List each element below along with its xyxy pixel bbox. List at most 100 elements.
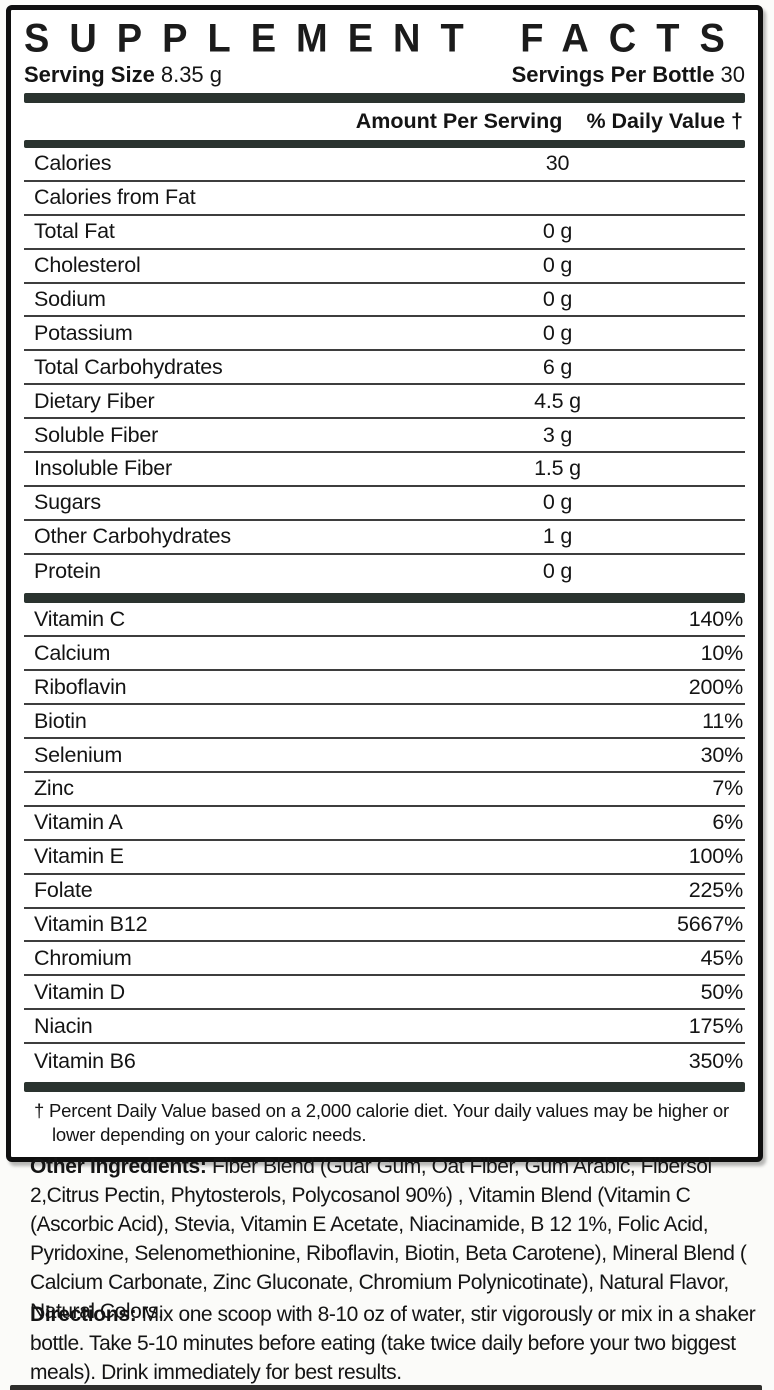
row-nutrient-name: Calories from Fat: [34, 185, 196, 210]
servings-per-bottle-label: Servings Per Bottle: [511, 62, 715, 87]
table-row: Vitamin E 100%: [24, 841, 745, 875]
row-daily-value: 6%: [712, 810, 743, 835]
row-amount-per-serving: 0 g: [542, 287, 573, 311]
row-nutrient-name: Cholesterol: [34, 253, 141, 278]
table-row: Dietary Fiber 4.5 g: [24, 385, 745, 420]
row-daily-value: 10%: [700, 640, 744, 665]
table-row: Total Fat 0 g: [24, 216, 745, 250]
table-row: Other Carbohydrates 1 g: [24, 521, 745, 555]
table-row: Soluble Fiber 3 g: [24, 419, 745, 454]
directions-paragraph: Directions: Mix one scoop with 8-10 oz o…: [30, 1300, 766, 1387]
row-daily-value: 350%: [688, 1048, 743, 1073]
table-row: Niacin 175%: [24, 1010, 745, 1045]
row-amount-per-serving: 6 g: [542, 354, 573, 379]
table-row: Calories 30: [24, 148, 745, 182]
column-header-row: Amount Per Serving % Daily Value †: [24, 104, 745, 139]
serving-info-row: Serving Size 8.35 g Servings Per Bottle 30: [24, 61, 745, 89]
row-daily-value: 11%: [702, 708, 743, 733]
directions-text: Mix one scoop with 8-10 oz of water, sti…: [30, 1303, 756, 1384]
table-row: Folate 225%: [24, 875, 745, 909]
row-nutrient-name: Niacin: [34, 1013, 93, 1038]
row-daily-value: 45%: [700, 945, 744, 970]
row-daily-value: 5667%: [677, 912, 743, 937]
row-nutrient-name: Vitamin B12: [34, 912, 148, 937]
row-nutrient-name: Other Carbohydrates: [34, 524, 231, 549]
divider-bar-mid: [24, 592, 745, 603]
row-nutrient-name: Riboflavin: [34, 674, 127, 699]
serving-size: Serving Size 8.35 g: [24, 61, 222, 89]
table-row: Insoluble Fiber 1.5 g: [24, 453, 745, 487]
row-nutrient-name: Chromium: [34, 945, 132, 970]
row-amount-per-serving: 1.5 g: [534, 456, 581, 481]
row-amount-per-serving: 0 g: [542, 320, 573, 345]
table-row: Sugars 0 g: [24, 487, 745, 521]
table-row: Vitamin B12 5667%: [24, 909, 745, 943]
servings-per-bottle: Servings Per Bottle 30: [512, 61, 745, 89]
table-row: Vitamin A 6%: [24, 807, 745, 841]
label-bottom-edge-bar: [10, 1385, 762, 1390]
row-amount-per-serving: 1 g: [542, 524, 573, 549]
row-nutrient-name: Vitamin B6: [34, 1048, 136, 1073]
row-daily-value: 140%: [688, 607, 743, 632]
row-nutrient-name: Vitamin D: [34, 979, 126, 1004]
row-nutrient-name: Insoluble Fiber: [34, 456, 173, 481]
vitamin-rows-table: Vitamin C 140% Calcium 10% Riboflavin 20…: [24, 604, 745, 1078]
row-nutrient-name: Vitamin A: [34, 810, 123, 835]
table-row: Vitamin B6 350%: [24, 1044, 745, 1078]
row-amount-per-serving: 0 g: [542, 219, 573, 244]
nutrient-rows-table: Calories 30 Calories from Fat Total Fat …: [24, 148, 745, 589]
row-daily-value: 30%: [700, 742, 744, 767]
row-nutrient-name: Protein: [34, 559, 101, 584]
supplement-facts-panel: SUPPLEMENT FACTS Serving Size 8.35 g Serv…: [6, 5, 763, 1163]
row-nutrient-name: Total Fat: [34, 219, 115, 244]
other-ingredients-paragraph: Other Ingredients: Fiber Blend (Guar Gum…: [30, 1152, 766, 1326]
table-row: Potassium 0 g: [24, 317, 745, 352]
table-row: Zinc 7%: [24, 773, 745, 807]
row-nutrient-name: Calcium: [34, 640, 111, 665]
servings-per-bottle-value: 30: [720, 62, 745, 87]
table-row: Sodium 0 g: [24, 284, 745, 318]
serving-size-label: Serving Size: [24, 62, 155, 87]
row-nutrient-name: Sodium: [34, 287, 106, 311]
row-amount-per-serving: 0 g: [542, 490, 573, 515]
other-ingredients-heading: Other Ingredients:: [30, 1155, 207, 1178]
table-row: Calories from Fat: [24, 182, 745, 216]
row-nutrient-name: Selenium: [34, 742, 123, 767]
column-header-daily-value: % Daily Value †: [586, 109, 743, 133]
table-row: Vitamin C 140%: [24, 604, 745, 638]
row-nutrient-name: Sugars: [34, 490, 101, 515]
row-amount-per-serving: 4.5 g: [534, 388, 581, 413]
row-nutrient-name: Zinc: [34, 776, 74, 801]
column-header-amount: Amount Per Serving: [355, 109, 563, 133]
table-row: Chromium 45%: [24, 942, 745, 977]
row-amount-per-serving: 30: [545, 151, 570, 176]
row-nutrient-name: Dietary Fiber: [34, 388, 155, 413]
row-daily-value: 200%: [688, 674, 743, 699]
daily-value-footnote: † Percent Daily Value based on a 2,000 c…: [34, 1100, 729, 1146]
table-row: Protein 0 g: [24, 555, 745, 589]
row-daily-value: 225%: [688, 878, 743, 903]
row-nutrient-name: Folate: [34, 878, 93, 903]
table-row: Riboflavin 200%: [24, 671, 745, 706]
row-nutrient-name: Calories: [34, 151, 112, 176]
row-nutrient-name: Biotin: [34, 708, 87, 733]
row-nutrient-name: Vitamin C: [34, 607, 126, 632]
other-ingredients-text: Fiber Blend (Guar Gum, Oat Fiber, Gum Ar…: [30, 1155, 747, 1323]
table-row: Cholesterol 0 g: [24, 250, 745, 284]
row-daily-value: 175%: [688, 1013, 743, 1038]
table-row: Vitamin D 50%: [24, 976, 745, 1011]
directions-heading: Directions:: [30, 1303, 137, 1326]
row-nutrient-name: Total Carbohydrates: [34, 354, 223, 379]
table-row: Selenium 30%: [24, 739, 745, 774]
row-nutrient-name: Potassium: [34, 320, 133, 345]
table-row: Biotin 11%: [24, 705, 745, 740]
panel-title: SUPPLEMENT FACTS: [24, 17, 745, 61]
table-row: Calcium 10%: [24, 637, 745, 672]
divider-bar-header: [24, 140, 745, 148]
row-amount-per-serving: 0 g: [542, 559, 573, 584]
row-daily-value: 100%: [688, 844, 743, 869]
row-nutrient-name: Soluble Fiber: [34, 422, 159, 447]
row-daily-value: 50%: [700, 979, 744, 1004]
serving-size-value: 8.35 g: [160, 62, 223, 87]
